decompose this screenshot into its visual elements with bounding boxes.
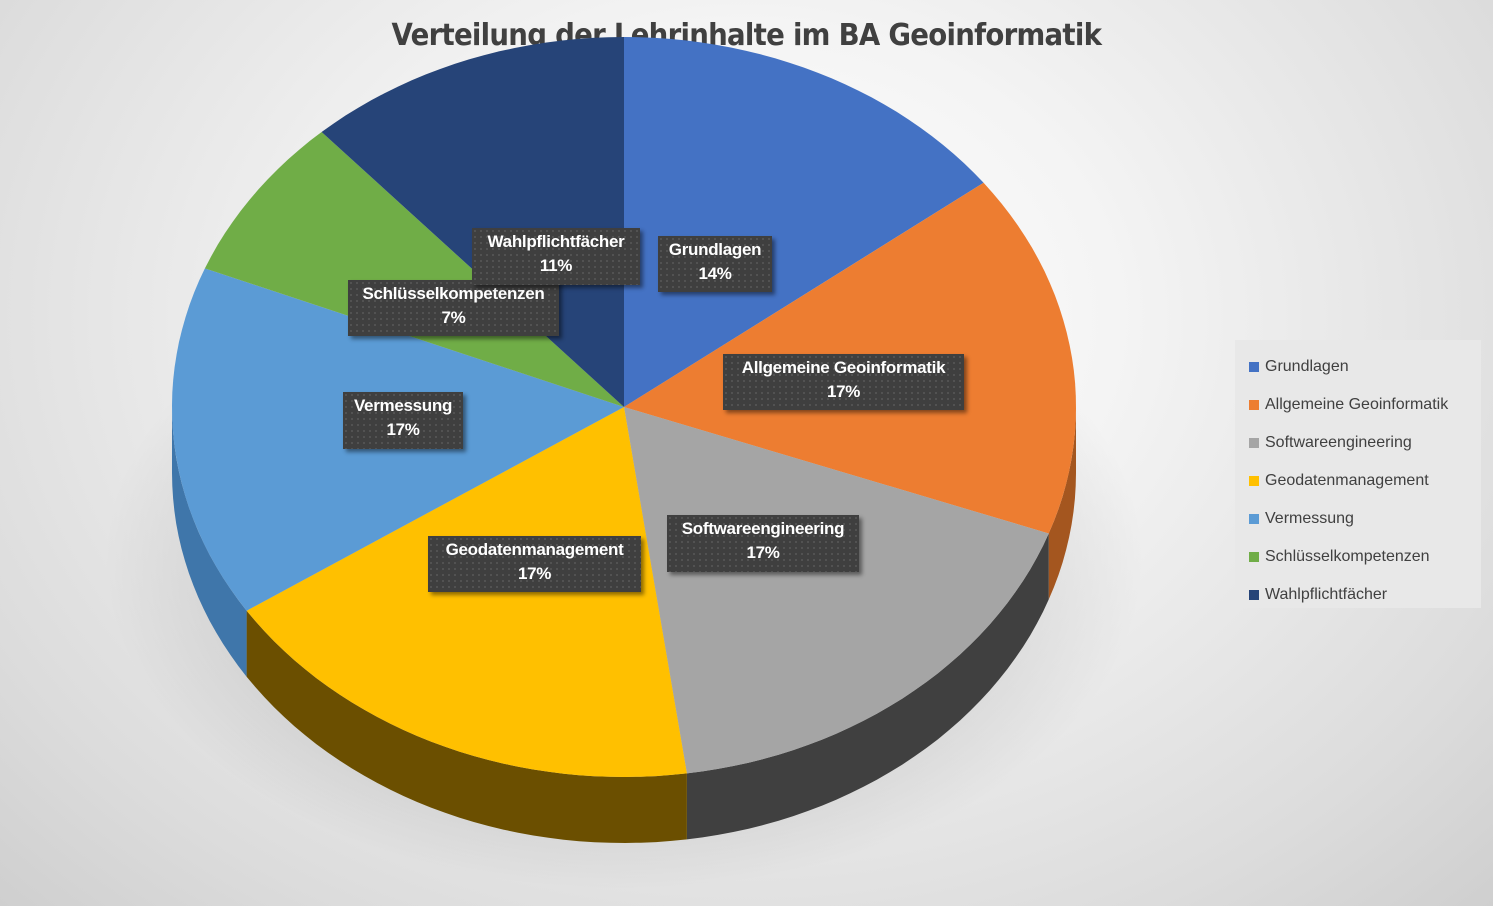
chart-title: Verteilung der Lehrinhalte im BA Geoinfo…	[391, 18, 1102, 53]
data-label-category: Geodatenmanagement	[445, 540, 624, 559]
legend-label: Vermessung	[1265, 510, 1354, 527]
data-label-category: Wahlpflichtfächer	[487, 232, 625, 251]
data-label: Schlüsselkompetenzen 7%	[348, 280, 559, 336]
pie-side-2	[686, 533, 1049, 840]
legend-swatch-icon	[1249, 552, 1259, 562]
data-label-category: Grundlagen	[668, 240, 762, 259]
data-label: Grundlagen 14%	[658, 236, 772, 292]
pie-side-1	[1048, 407, 1076, 600]
legend-item[interactable]: Grundlagen	[1249, 348, 1481, 386]
legend-label: Schlüsselkompetenzen	[1265, 548, 1430, 565]
legend-label: Softwareengineering	[1265, 434, 1412, 451]
legend-item[interactable]: Schlüsselkompetenzen	[1249, 538, 1481, 576]
pie-side-3	[246, 610, 687, 843]
legend-swatch-icon	[1249, 514, 1259, 524]
data-label-category: Allgemeine Geoinformatik	[741, 358, 946, 377]
data-label-percent: 17%	[746, 543, 780, 562]
data-label-category: Vermessung	[353, 396, 453, 415]
pie-side-4	[172, 407, 247, 677]
data-label: Geodatenmanagement 17%	[428, 536, 641, 592]
data-label-percent: 17%	[386, 420, 420, 439]
legend-swatch-icon	[1249, 362, 1259, 372]
data-label-category: Schlüsselkompetenzen	[362, 284, 545, 303]
legend-label: Grundlagen	[1265, 358, 1349, 375]
legend-item[interactable]: Geodatenmanagement	[1249, 462, 1481, 500]
data-label-percent: 11%	[539, 256, 573, 275]
data-label: Allgemeine Geoinformatik 17%	[723, 354, 964, 410]
legend-item[interactable]: Wahlpflichtfächer	[1249, 576, 1481, 614]
data-label: Wahlpflichtfächer 11%	[472, 228, 640, 285]
pie-sides	[172, 407, 1076, 843]
legend-label: Wahlpflichtfächer	[1265, 586, 1388, 603]
data-label-percent: 17%	[826, 382, 861, 401]
pie-slice-geodatenmanagement[interactable]	[246, 407, 687, 777]
legend-item[interactable]: Allgemeine Geoinformatik	[1249, 386, 1481, 424]
data-label: Vermessung 17%	[343, 392, 463, 449]
legend-label: Allgemeine Geoinformatik	[1265, 396, 1449, 413]
legend-swatch-icon	[1249, 476, 1259, 486]
data-label-percent: 17%	[517, 564, 552, 583]
data-label-percent: 14%	[698, 264, 732, 283]
legend-swatch-icon	[1249, 438, 1259, 448]
data-label-percent: 7%	[441, 308, 466, 327]
legend-item[interactable]: Softwareengineering	[1249, 424, 1481, 462]
legend-label: Geodatenmanagement	[1265, 472, 1429, 489]
data-label-category: Softwareengineering	[681, 519, 845, 538]
pie-slice-schl-sselkompetenzen[interactable]	[204, 132, 624, 407]
legend-swatch-icon	[1249, 590, 1259, 600]
legend-swatch-icon	[1249, 400, 1259, 410]
pie-slice-grundlagen[interactable]	[624, 37, 984, 407]
data-label: Softwareengineering 17%	[667, 515, 859, 572]
pie-slice-softwareengineering[interactable]	[624, 407, 1049, 774]
legend: Grundlagen Allgemeine Geoinformatik Softwa…	[1235, 340, 1481, 608]
legend-item[interactable]: Vermessung	[1249, 500, 1481, 538]
